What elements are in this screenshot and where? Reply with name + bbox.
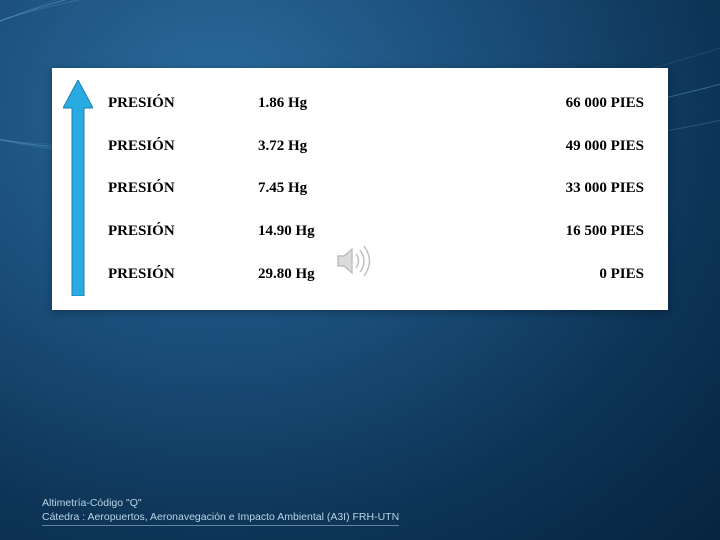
table-row: PRESIÓN 14.90 Hg 16 500 PIES bbox=[108, 223, 644, 240]
altitude-value: 33 000 PIES bbox=[388, 180, 644, 197]
table-row: PRESIÓN 3.72 Hg 49 000 PIES bbox=[108, 138, 644, 155]
footer-line-1: Altimetría-Código "Q" bbox=[42, 496, 399, 510]
pressure-value: 29.80 Hg bbox=[258, 266, 388, 283]
footer-line-2: Cátedra : Aeropuertos, Aeronavegación e … bbox=[42, 510, 399, 526]
up-arrow-icon bbox=[52, 68, 100, 310]
altitude-value: 66 000 PIES bbox=[388, 95, 644, 112]
pressure-value: 7.45 Hg bbox=[258, 180, 388, 197]
altitude-value: 16 500 PIES bbox=[388, 223, 644, 240]
pressure-label: PRESIÓN bbox=[108, 180, 258, 197]
altitude-value: 49 000 PIES bbox=[388, 138, 644, 155]
altitude-value: 0 PIES bbox=[388, 266, 644, 283]
pressure-table: PRESIÓN 1.86 Hg 66 000 PIES PRESIÓN 3.72… bbox=[100, 68, 668, 310]
arrow-shape bbox=[63, 80, 93, 296]
pressure-value: 1.86 Hg bbox=[258, 95, 388, 112]
footer-text: Altimetría-Código "Q" Cátedra : Aeropuer… bbox=[42, 496, 399, 526]
table-row: PRESIÓN 1.86 Hg 66 000 PIES bbox=[108, 95, 644, 112]
pressure-label: PRESIÓN bbox=[108, 266, 258, 283]
pressure-label: PRESIÓN bbox=[108, 138, 258, 155]
pressure-label: PRESIÓN bbox=[108, 95, 258, 112]
pressure-altitude-panel: PRESIÓN 1.86 Hg 66 000 PIES PRESIÓN 3.72… bbox=[52, 68, 668, 310]
table-row: PRESIÓN 7.45 Hg 33 000 PIES bbox=[108, 180, 644, 197]
pressure-value: 3.72 Hg bbox=[258, 138, 388, 155]
pressure-value: 14.90 Hg bbox=[258, 223, 388, 240]
pressure-label: PRESIÓN bbox=[108, 223, 258, 240]
table-row: PRESIÓN 29.80 Hg 0 PIES bbox=[108, 266, 644, 283]
